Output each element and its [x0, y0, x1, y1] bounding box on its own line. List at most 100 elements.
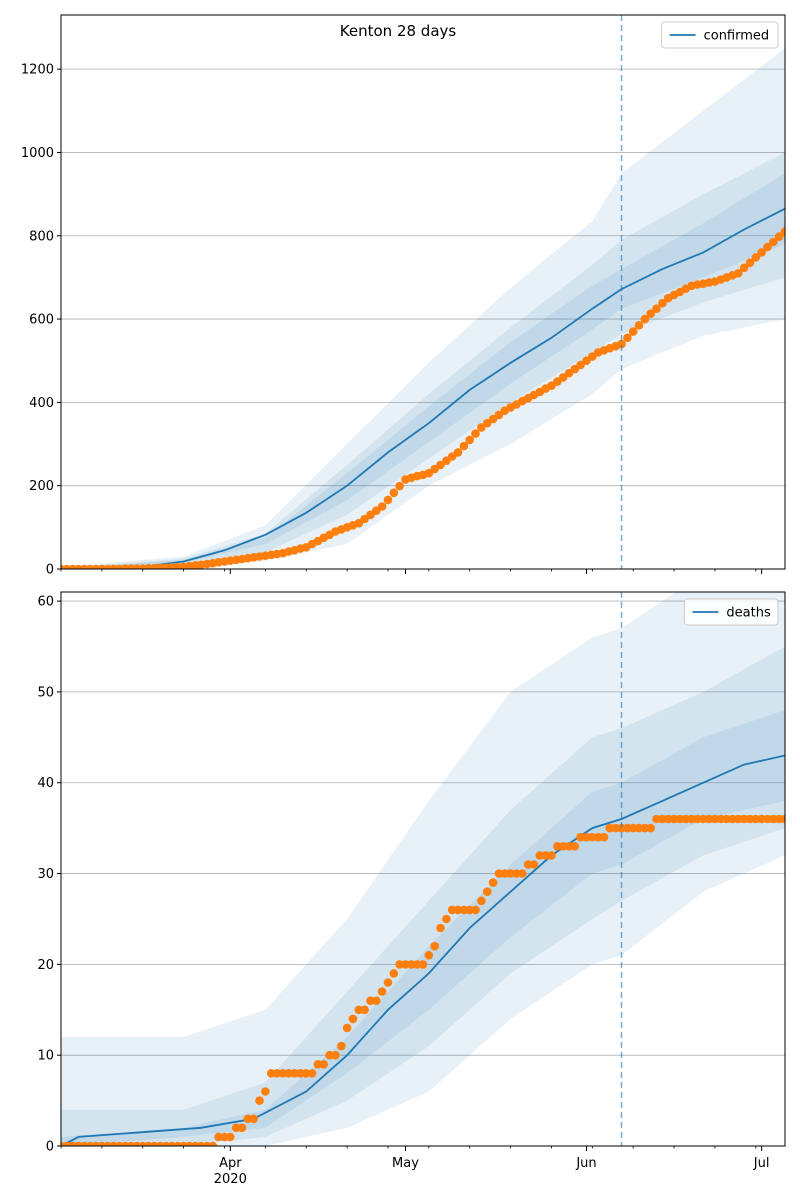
y-tick-label: 1000: [21, 146, 54, 161]
observed-point: [763, 242, 772, 252]
observed-point: [377, 987, 387, 996]
observed-point: [745, 258, 755, 268]
observed-point: [249, 1114, 258, 1124]
observed-point: [780, 814, 785, 824]
observed-point: [237, 1123, 247, 1133]
observed-point: [634, 823, 644, 833]
plot-area: [61, 48, 785, 569]
observed-point: [774, 232, 784, 241]
y-tick-label: 60: [37, 595, 54, 610]
y-tick-label: 50: [37, 685, 54, 700]
observed-point: [453, 448, 463, 457]
observed-point: [518, 869, 527, 878]
y-tick-label: 40: [37, 776, 54, 791]
y-tick-label: 10: [37, 1049, 54, 1064]
observed-point: [529, 860, 539, 869]
legend-box: [683, 598, 779, 626]
legend: deaths: [683, 598, 779, 626]
legend-label: confirmed: [704, 29, 770, 44]
observed-point: [255, 1096, 264, 1105]
uncertainty-band-3: [61, 710, 785, 1146]
observed-point: [395, 960, 404, 969]
observed-point: [272, 1069, 282, 1078]
observed-point: [623, 333, 632, 343]
observed-point: [617, 823, 626, 833]
observed-point: [389, 488, 399, 498]
confirmed-chart-panel: 0 200 400 600 800 1000 1200 Kenton 28 days confi…: [21, 14, 786, 578]
observed-point: [739, 814, 749, 824]
observed-point: [430, 941, 440, 951]
observed-point: [588, 832, 597, 842]
observed-point: [605, 823, 615, 833]
observed-point: [377, 502, 387, 511]
observed-point: [693, 814, 702, 824]
observed-point: [290, 1069, 299, 1078]
legend-box: [661, 21, 779, 49]
observed-point: [570, 842, 580, 851]
observed-point: [780, 227, 785, 236]
observed-point: [500, 869, 510, 878]
observed-point: [757, 248, 766, 257]
deaths-median-line: [61, 754, 785, 1146]
observed-point: [307, 1069, 317, 1078]
observed-point: [769, 814, 778, 824]
observed-points: [61, 227, 785, 569]
x-tick-label: May: [392, 1156, 419, 1171]
observed-point: [442, 914, 451, 924]
observed-point: [337, 1041, 346, 1051]
observed-point: [710, 814, 720, 824]
observed-point: [628, 327, 638, 336]
observed-point: [512, 869, 521, 878]
observed-point: [395, 481, 404, 491]
observed-point: [459, 441, 469, 451]
observed-point: [477, 896, 486, 906]
observed-points: [61, 814, 785, 1146]
x-tick-label: Jul: [753, 1156, 770, 1171]
observed-point: [465, 435, 475, 445]
observed-point: [751, 253, 761, 262]
y-tick-label: 30: [37, 867, 54, 882]
y-tick-label: 400: [29, 396, 54, 411]
observed-point: [383, 495, 393, 505]
plot-area: [61, 592, 785, 1146]
observed-point: [418, 960, 428, 969]
observed-point: [331, 1050, 340, 1060]
observed-point: [471, 429, 480, 438]
x-tick-label: Jun: [575, 1156, 596, 1171]
observed-point: [453, 905, 463, 915]
observed-point: [342, 1023, 352, 1033]
observed-point: [348, 1014, 358, 1024]
y-tick-label: 600: [29, 313, 54, 328]
observed-point: [617, 339, 626, 349]
observed-point: [640, 314, 650, 324]
legend: confirmed: [661, 21, 779, 49]
observed-point: [226, 1132, 235, 1142]
axes-frame: [60, 14, 786, 570]
observed-point: [383, 978, 393, 987]
observed-point: [734, 269, 743, 278]
observed-point: [547, 851, 556, 860]
observed-point: [757, 814, 766, 824]
observed-point: [482, 887, 492, 896]
observed-point: [436, 923, 445, 933]
observed-point: [261, 1087, 270, 1096]
x-tick-label: Apr: [219, 1156, 242, 1171]
observed-point: [558, 842, 568, 851]
observed-point: [646, 823, 655, 833]
observed-point: [389, 969, 399, 978]
observed-point: [599, 832, 609, 842]
axes-frame: [60, 591, 786, 1147]
observed-point: [658, 298, 667, 308]
observed-point: [576, 832, 585, 842]
uncertainty-band-1: [61, 48, 785, 569]
observed-point: [652, 304, 661, 314]
observed-point: [646, 309, 655, 319]
observed-point: [243, 1114, 253, 1124]
y-tick-label: 1200: [21, 63, 54, 78]
y-tick-label: 0: [46, 563, 54, 578]
legend-label: deaths: [726, 606, 771, 621]
observed-point: [208, 1141, 218, 1146]
observed-point: [681, 814, 690, 824]
observed-point: [663, 814, 673, 824]
y-tick-label: 0: [46, 1140, 54, 1155]
